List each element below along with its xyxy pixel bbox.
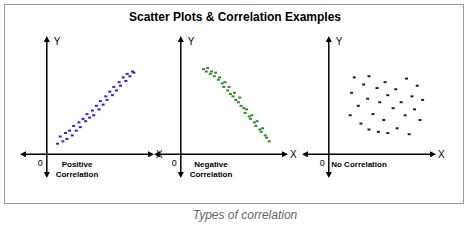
html-text:Types of correlation: Types of correlation [192, 208, 298, 222]
html-text:No Correlation: No Correlation [331, 160, 387, 169]
svg-text:Y: Y [188, 36, 195, 47]
svg-text:X: X [290, 149, 297, 160]
svg-text:X: X [156, 149, 163, 161]
svg-text:Y: Y [54, 36, 61, 47]
svg-text:X: X [438, 149, 445, 160]
svg-text:0: 0 [320, 158, 325, 168]
svg-text:0: 0 [172, 158, 177, 168]
html-text:Scatter Plots & Correlation Ex: Scatter Plots & Correlation Examples [129, 10, 341, 24]
svg-text:Y: Y [336, 36, 343, 47]
html-text:Positive Correlation: Positive Correlation [55, 160, 99, 179]
svg-text:0: 0 [38, 158, 43, 168]
html-text:Negative Correlation: Negative Correlation [189, 160, 233, 179]
